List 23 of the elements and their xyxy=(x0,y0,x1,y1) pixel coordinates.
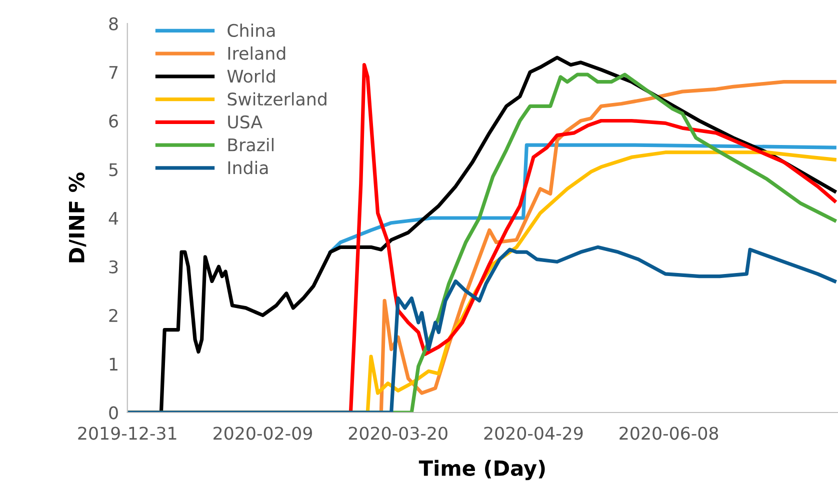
legend-label: World xyxy=(227,69,275,83)
y-axis-title: D/INF % xyxy=(68,172,86,262)
x-tick-label: 2020-02-09 xyxy=(214,426,312,440)
y-tick-label: 2 xyxy=(109,308,118,322)
legend-label: USA xyxy=(228,115,262,129)
legend-label: China xyxy=(228,24,275,38)
y-tick-label: 3 xyxy=(109,260,118,274)
x-tick-label: 2020-06-08 xyxy=(620,426,718,440)
y-tick-label: 0 xyxy=(109,406,118,420)
y-tick-label: 1 xyxy=(110,358,118,370)
x-tick-label: 2019-12-31 xyxy=(78,426,176,440)
legend-label: Brazil xyxy=(228,138,274,152)
legend-label: Ireland xyxy=(228,46,286,60)
x-tick-label: 2020-04-29 xyxy=(484,426,583,440)
y-tick-label: 6 xyxy=(109,114,118,128)
y-tick-label: 5 xyxy=(109,163,118,176)
x-axis-title: Time (Day) xyxy=(418,460,545,480)
y-tick-label: 4 xyxy=(108,212,118,225)
y-tick-label: 7 xyxy=(109,66,118,79)
legend-label: India xyxy=(228,160,268,174)
x-tick-label: 2020-03-20 xyxy=(348,426,448,440)
y-tick-label: 8 xyxy=(109,17,118,30)
legend-label: Switzerland xyxy=(228,92,326,106)
